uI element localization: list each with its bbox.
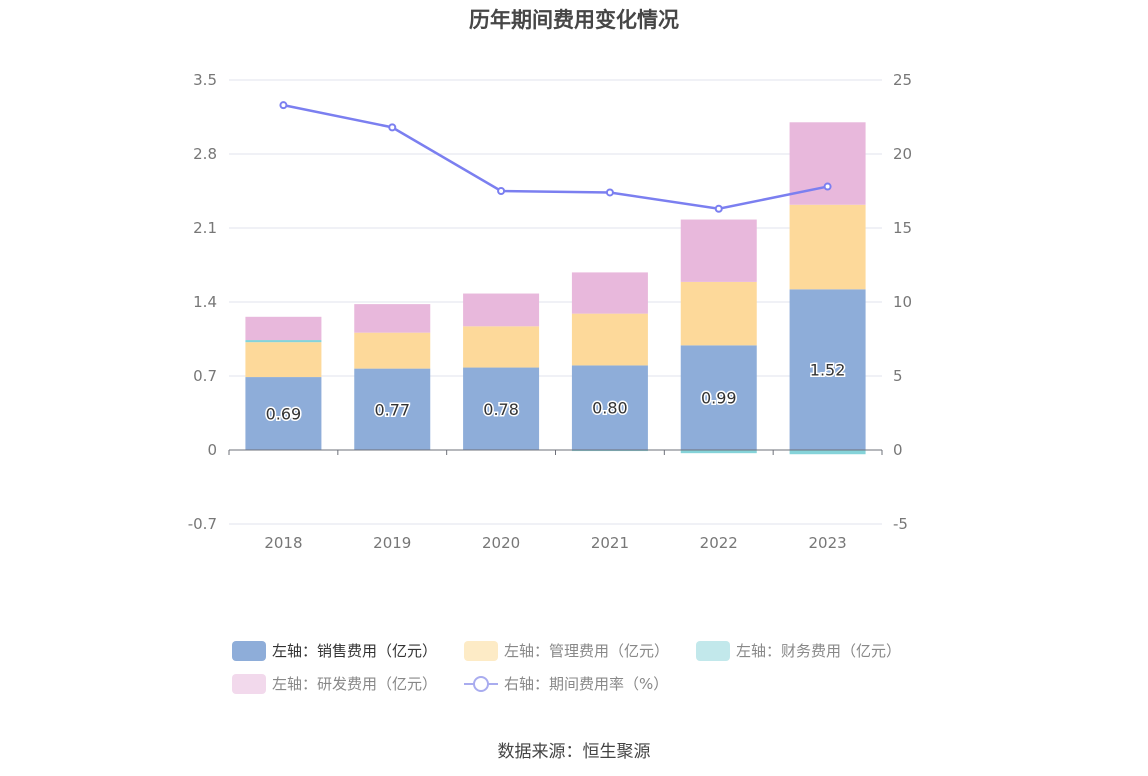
left-tick-label: 2.1 [193, 219, 217, 237]
data-source: 数据来源：恒生聚源 [497, 742, 651, 762]
x-tick-label: 2022 [700, 534, 738, 552]
right-tick-label: 10 [893, 293, 912, 311]
bar-2018 [245, 340, 322, 343]
legend-label-rnd: 左轴：研发费用（亿元） [272, 675, 438, 693]
right-tick-label: 0 [893, 441, 903, 459]
bar-2022 [680, 281, 757, 346]
bar-series [245, 122, 866, 455]
line-point-2020 [497, 187, 506, 195]
left-tick-label: 0 [207, 441, 217, 459]
data-label-2023: 1.52 [810, 361, 846, 380]
right-tick-label: 20 [893, 145, 912, 163]
line-point-2023 [823, 182, 832, 191]
gridlines [229, 79, 882, 525]
bar-2019 [354, 368, 431, 450]
legend-swatch-finance [696, 640, 730, 661]
bar-2018 [245, 342, 322, 378]
x-tick-label: 2019 [373, 534, 411, 552]
left-tick-label: 1.4 [193, 293, 217, 311]
legend-label-finance: 左轴：财务费用（亿元） [736, 642, 902, 660]
bar-2022 [680, 450, 757, 454]
bar-2022 [680, 345, 757, 450]
data-label-2022: 0.99 [701, 389, 737, 408]
legend-label-admin: 左轴：管理费用（亿元） [504, 642, 670, 660]
right-tick-label: 15 [893, 219, 912, 237]
bar-2023 [789, 289, 866, 450]
x-tick-label: 2023 [808, 534, 846, 552]
chart-canvas: 3.5 2.8 2.1 1.4 0.7 0 -0.7 25 20 15 10 5 0 -5 2018 2019… [188, 71, 912, 552]
axes: 3.5 2.8 2.1 1.4 0.7 0 -0.7 25 20 15 10 5 0 -5 2018 2019… [188, 71, 912, 552]
left-tick-label: 0.7 [193, 367, 217, 385]
left-tick-label: 3.5 [193, 71, 217, 89]
bar-2022 [680, 219, 757, 282]
line-point-2021 [605, 188, 614, 197]
right-tick-label: -5 [893, 515, 908, 533]
x-tick-label: 2020 [482, 534, 520, 552]
bar-2020 [463, 367, 540, 450]
left-tick-label: 2.8 [193, 145, 217, 163]
line-series [279, 101, 832, 213]
bar-2021 [571, 450, 648, 452]
x-tick-label: 2018 [264, 534, 302, 552]
left-tick-label: -0.7 [188, 515, 217, 533]
legend-line-swatch [464, 674, 498, 694]
line-point-2019 [388, 123, 397, 132]
bar-2018 [245, 316, 322, 341]
legend-swatch-admin [464, 640, 498, 661]
bar-2018 [245, 377, 322, 450]
bar-2020 [463, 293, 540, 327]
bar-2019 [354, 304, 431, 333]
bar-2023 [789, 204, 866, 290]
data-labels: 0.69 0.77 0.78 0.80 0.99 1.52 [264, 359, 847, 425]
right-tick-label: 5 [893, 367, 903, 385]
legend-item-admin[interactable]: 左轴：管理费用（亿元） [464, 640, 669, 661]
x-tick-label: 2021 [591, 534, 629, 552]
legend-item-rnd[interactable]: 左轴：研发费用（亿元） [232, 673, 437, 694]
bar-2023 [789, 450, 866, 455]
bar-2019 [354, 332, 431, 369]
data-label-2021: 0.80 [592, 399, 628, 418]
legend-item-finance[interactable]: 左轴：财务费用（亿元） [696, 640, 901, 661]
right-tick-label: 25 [893, 71, 912, 89]
data-label-2019: 0.77 [374, 400, 410, 419]
data-label-2018: 0.69 [266, 405, 302, 424]
legend-label-sales: 左轴：销售费用（亿元） [272, 642, 438, 660]
legend-item-sales[interactable]: 左轴：销售费用（亿元） [232, 640, 437, 661]
line-point-2018 [279, 101, 288, 110]
chart-title: 历年期间费用变化情况 [469, 8, 679, 32]
legend-swatch-sales [232, 640, 266, 661]
bar-2021 [571, 365, 648, 450]
bar-2021 [571, 313, 648, 366]
legend-swatch-rnd [232, 673, 266, 694]
legend-item-expense-rate[interactable]: 右轴：期间费用率（%） [464, 673, 668, 694]
bar-2021 [571, 272, 648, 314]
data-label-2020: 0.78 [483, 400, 519, 419]
legend-label-expense-rate: 右轴：期间费用率（%） [504, 675, 669, 693]
line-point-2022 [714, 204, 723, 213]
bar-2020 [463, 326, 540, 368]
expense-rate-line [283, 103, 828, 211]
